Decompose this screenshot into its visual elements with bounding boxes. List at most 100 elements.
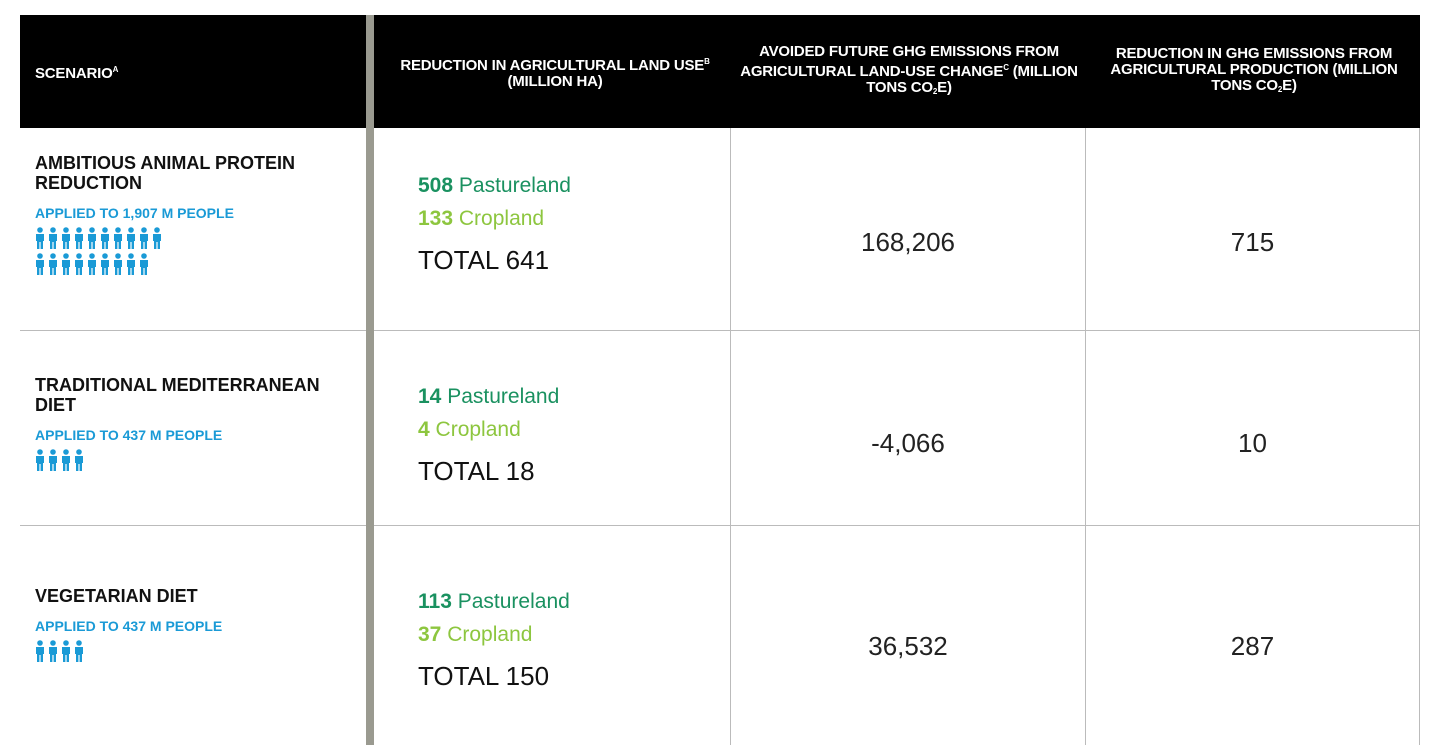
person-icon <box>48 640 58 662</box>
person-icon <box>126 227 136 249</box>
header-cell: AVOIDED FUTURE GHG EMISSIONS FROM AGRICU… <box>740 15 1078 128</box>
crop-label: Cropland <box>458 207 545 230</box>
header-label: SCENARIO <box>35 64 113 82</box>
person-icon <box>61 227 71 249</box>
person-icon <box>139 227 149 249</box>
row-line <box>20 330 1420 331</box>
reduction-value: 10 <box>1238 428 1267 458</box>
person-icon <box>113 227 123 249</box>
scenario-name: TRADITIONAL MEDITERRANEAN DIET <box>35 375 320 415</box>
crop-line: 4 Cropland <box>418 413 559 446</box>
total-value: 641 <box>505 245 550 275</box>
total-label: TOTAL <box>418 661 499 691</box>
land-cell: 113 Pastureland 37 Cropland TOTAL 150 <box>418 585 570 693</box>
total-value: 150 <box>505 661 550 691</box>
applied-text: APPLIED TO 437 M PEOPLE <box>35 427 223 443</box>
header-unit: E) <box>1282 76 1297 94</box>
pasture-label: Pastureland <box>457 590 570 613</box>
person-icon <box>113 253 123 275</box>
people-icons <box>35 227 355 279</box>
total-value: 18 <box>505 456 535 486</box>
total-label: TOTAL <box>418 245 499 275</box>
person-icon <box>74 449 84 471</box>
crop-value: 133 <box>418 207 454 230</box>
person-icon <box>35 227 45 249</box>
total-label: TOTAL <box>418 456 499 486</box>
person-icon <box>35 449 45 471</box>
header-unit: E) <box>937 78 952 96</box>
pasture-label: Pastureland <box>458 174 571 197</box>
total-line: TOTAL 18 <box>418 454 559 488</box>
header-label: REDUCTION IN GHG EMISSIONS FROM AGRICULT… <box>1110 44 1393 78</box>
person-icon <box>74 640 84 662</box>
person-icon <box>35 640 45 662</box>
person-icon <box>87 253 97 275</box>
scenario-cell: TRADITIONAL MEDITERRANEAN DIET APPLIED T… <box>35 375 355 475</box>
person-icon <box>100 227 110 249</box>
person-icon <box>87 227 97 249</box>
header-band <box>20 15 1420 128</box>
pasture-line: 14 Pastureland <box>418 380 559 413</box>
person-icon <box>48 449 58 471</box>
pasture-value: 14 <box>418 385 442 408</box>
total-line: TOTAL 641 <box>418 243 571 277</box>
person-icon <box>100 253 110 275</box>
header-note: A <box>112 64 119 74</box>
header-label: REDUCTION IN AGRICULTURAL LAND USE <box>400 56 705 74</box>
total-line: TOTAL 150 <box>418 659 570 693</box>
header-unit: (MILLION TONS CO <box>1211 60 1398 94</box>
avoided-value: 168,206 <box>861 227 955 257</box>
pasture-line: 508 Pastureland <box>418 169 571 202</box>
applied-text: APPLIED TO 1,907 M PEOPLE <box>35 205 234 221</box>
pasture-label: Pastureland <box>447 385 560 408</box>
header-sub: 2 <box>1277 84 1283 94</box>
person-icon <box>48 253 58 275</box>
column-line <box>1419 128 1420 745</box>
scenario-name: AMBITIOUS ANIMAL PROTEIN REDUCTION <box>35 153 295 193</box>
avoided-value: 36,532 <box>868 631 948 661</box>
people-icons <box>35 449 355 475</box>
column-line <box>730 128 731 745</box>
pasture-value: 113 <box>418 590 452 613</box>
header-cell: SCENARIOA <box>35 15 355 128</box>
pasture-value: 508 <box>418 174 454 197</box>
header-label: AVOIDED FUTURE GHG EMISSIONS FROM AGRICU… <box>740 42 1059 80</box>
avoided-value: -4,066 <box>871 428 945 458</box>
header-cell: REDUCTION IN AGRICULTURAL LAND USEB (MIL… <box>385 15 725 128</box>
applied-text: APPLIED TO 437 M PEOPLE <box>35 618 223 634</box>
crop-value: 4 <box>418 418 430 441</box>
scenario-name: VEGETARIAN DIET <box>35 586 198 606</box>
scenario-cell: AMBITIOUS ANIMAL PROTEIN REDUCTION APPLI… <box>35 153 355 279</box>
person-icon <box>126 253 136 275</box>
land-cell: 14 Pastureland 4 Cropland TOTAL 18 <box>418 380 559 488</box>
scenario-cell: VEGETARIAN DIET APPLIED TO 437 M PEOPLE <box>35 586 355 666</box>
person-icon <box>61 449 71 471</box>
crop-label: Cropland <box>447 623 533 646</box>
header-unit: (MILLION TONS CO <box>866 62 1078 96</box>
person-icon <box>152 227 162 249</box>
crop-label: Cropland <box>435 418 521 441</box>
crop-line: 133 Cropland <box>418 202 571 235</box>
row-line <box>20 525 1420 526</box>
header-sub: 2 <box>932 86 938 96</box>
reduction-value: 287 <box>1230 631 1275 661</box>
land-cell: 508 Pastureland 133 Cropland TOTAL 641 <box>418 169 571 277</box>
person-icon <box>61 640 71 662</box>
person-icon <box>74 227 84 249</box>
column-divider <box>366 15 374 745</box>
pasture-line: 113 Pastureland <box>418 585 570 618</box>
people-icons <box>35 640 355 666</box>
header-unit: (MILLION HA) <box>507 72 603 90</box>
header-note: B <box>704 56 710 66</box>
header-note: C <box>1003 62 1009 72</box>
header-cell: REDUCTION IN GHG EMISSIONS FROM AGRICULT… <box>1090 15 1418 128</box>
person-icon <box>48 227 58 249</box>
column-line <box>1085 128 1086 745</box>
person-icon <box>35 253 45 275</box>
person-icon <box>74 253 84 275</box>
person-icon <box>139 253 149 275</box>
reduction-value: 715 <box>1230 227 1275 257</box>
crop-value: 37 <box>418 623 442 646</box>
crop-line: 37 Cropland <box>418 618 570 651</box>
